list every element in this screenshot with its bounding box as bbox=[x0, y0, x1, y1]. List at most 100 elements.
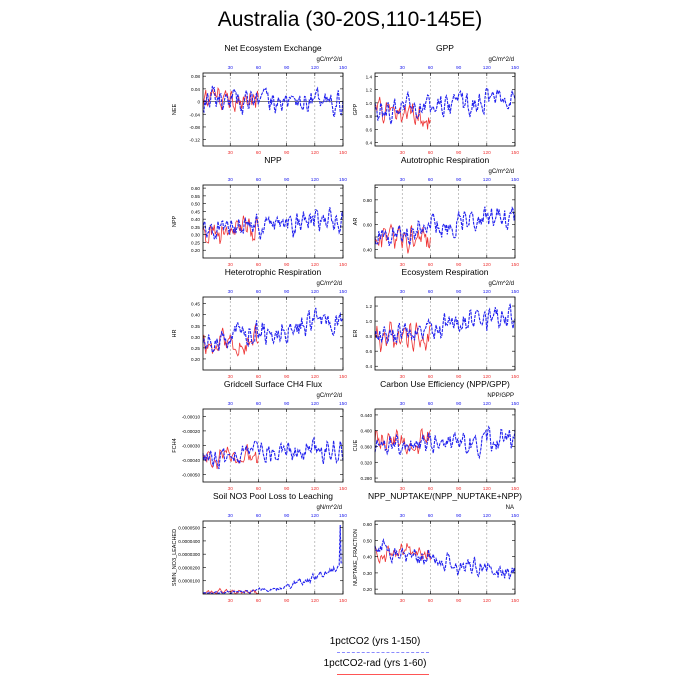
plot-2-series-1pctco2 bbox=[374, 86, 516, 125]
plot-4-xtick-label-bottom: 120 bbox=[483, 262, 491, 268]
plot-1-series-1pctco2 bbox=[202, 85, 344, 118]
plot-2-ytick-label: 0.8 bbox=[366, 114, 373, 119]
plot-6-ylabel: ER bbox=[353, 330, 359, 338]
plot-3-ytick-label: 0.40 bbox=[191, 217, 200, 222]
plot-6-xtick-label-bottom: 90 bbox=[456, 374, 462, 380]
plot-4-xtick-label-top: 30 bbox=[400, 177, 406, 183]
plot-6-xtick-label-top: 60 bbox=[428, 289, 434, 295]
plot-8-xtick-label-bottom: 30 bbox=[400, 486, 406, 492]
plot-10-frame bbox=[374, 520, 516, 595]
plot-3-xtick-label-bottom: 30 bbox=[228, 262, 234, 268]
plot-6-ytick-label: 1.2 bbox=[366, 304, 373, 309]
plot-7-ytick-label: -0.00020 bbox=[182, 429, 201, 434]
legend-label-1pctco2: 1pctCO2 (yrs 1-150) bbox=[329, 636, 421, 647]
plot-6-xtick-label-bottom: 60 bbox=[428, 374, 434, 380]
plot-9-xtick-label-top: 30 bbox=[228, 513, 234, 519]
plot-8-xtick-label-bottom: 60 bbox=[428, 486, 434, 492]
plot-5-frame bbox=[202, 296, 344, 371]
plot-4-xtick-label-top: 120 bbox=[483, 177, 491, 183]
plot-5-xtick-label-bottom: 60 bbox=[256, 374, 262, 380]
plot-8-xtick-label-bottom: 120 bbox=[483, 486, 491, 492]
plot-2-ytick-label: 1.2 bbox=[366, 88, 373, 93]
plot-10-xtick-label-top: 30 bbox=[400, 513, 406, 519]
plot-7-xtick-label-bottom: 30 bbox=[228, 486, 234, 492]
plot-4-ytick-label: 0.80 bbox=[363, 198, 372, 203]
plot-5-ytick-label: 0.20 bbox=[191, 357, 200, 362]
plot-9-ytick-label: 0.0000500 bbox=[178, 526, 200, 531]
plot-5-ylabel: HR bbox=[172, 330, 178, 338]
plot-9-xtick-label-top: 150 bbox=[339, 513, 347, 519]
plot-3-ytick-label: 0.20 bbox=[191, 248, 200, 253]
plot-9-xtick-label-bottom: 150 bbox=[339, 598, 347, 604]
plot-1-xtick-label-top: 150 bbox=[339, 65, 347, 71]
plot-2-xtick-label-top: 120 bbox=[483, 65, 491, 71]
plot-8-xtick-label-bottom: 90 bbox=[456, 486, 462, 492]
plot-3-xtick-label-bottom: 90 bbox=[284, 262, 290, 268]
plot-5-xtick-label-top: 150 bbox=[339, 289, 347, 295]
plot-2-ytick-label: 0.6 bbox=[366, 127, 373, 132]
plot-10-xtick-label-bottom: 120 bbox=[483, 598, 491, 604]
plot-7-xtick-label-bottom: 60 bbox=[256, 486, 262, 492]
plot-5-xtick-label-bottom: 30 bbox=[228, 374, 234, 380]
plot-10-ytick-label: 0.30 bbox=[363, 571, 372, 576]
plot-2-ytick-label: 0.4 bbox=[366, 141, 373, 146]
plot-8-xtick-label-top: 90 bbox=[456, 401, 462, 407]
plot-10-xtick-label-bottom: 30 bbox=[400, 598, 406, 604]
plot-6-ytick-label: 0.6 bbox=[366, 349, 373, 354]
plot-7-frame bbox=[202, 408, 344, 483]
plot-3-xtick-label-top: 150 bbox=[339, 177, 347, 183]
plot-1-ytick-label: -0.04 bbox=[190, 112, 201, 117]
plot-1-xtick-label-bottom: 90 bbox=[284, 150, 290, 156]
plot-10-ylabel: NUPTAKE_FRACTION bbox=[353, 529, 359, 586]
plot-4-ylabel: AR bbox=[353, 218, 359, 226]
plot-9-frame bbox=[202, 520, 344, 595]
plot-6-xtick-label-bottom: 150 bbox=[511, 374, 519, 380]
plot-9-xtick-label-top: 60 bbox=[256, 513, 262, 519]
plot-1-ytick-label: 0.04 bbox=[191, 87, 200, 92]
plot-4-series-1pctco2-rad bbox=[374, 223, 431, 254]
plot-2-series-1pctco2-rad bbox=[374, 96, 431, 130]
plot-5-ytick-label: 0.30 bbox=[191, 335, 200, 340]
plot-1-xtick-label-top: 30 bbox=[228, 65, 234, 71]
plot-3-ylabel: NPP bbox=[172, 216, 178, 228]
plot-3-xtick-label-bottom: 120 bbox=[311, 262, 319, 268]
plot-3-xtick-label-top: 90 bbox=[284, 177, 290, 183]
plot-8-series-1pctco2-rad bbox=[374, 427, 431, 455]
plot-2-frame bbox=[374, 72, 516, 147]
plot-6-ytick-label: 1.0 bbox=[366, 319, 373, 324]
plot-6-ytick-label: 0.8 bbox=[366, 334, 373, 339]
plot-7-xtick-label-top: 120 bbox=[311, 401, 319, 407]
plot-2-xtick-label-top: 30 bbox=[400, 65, 406, 71]
plot-8-xtick-label-top: 120 bbox=[483, 401, 491, 407]
plot-4-series-1pctco2 bbox=[374, 206, 516, 247]
plot-10-xtick-label-bottom: 150 bbox=[511, 598, 519, 604]
plot-9-xtick-label-top: 120 bbox=[311, 513, 319, 519]
plot-6-title: Ecosystem Respiration bbox=[402, 267, 489, 277]
plot-3-ytick-label: 0.50 bbox=[191, 202, 200, 207]
plot-2-xtick-label-bottom: 90 bbox=[456, 150, 462, 156]
plot-7-xtick-label-bottom: 90 bbox=[284, 486, 290, 492]
plot-7-xtick-label-bottom: 120 bbox=[311, 486, 319, 492]
plot-8-title: Carbon Use Efficiency (NPP/GPP) bbox=[380, 379, 510, 389]
plot-2-ylabel: GPP bbox=[353, 103, 359, 115]
plot-6-xtick-label-top: 30 bbox=[400, 289, 406, 295]
plot-9-ytick-label: 0.0000400 bbox=[178, 539, 200, 544]
plot-10-xtick-label-top: 60 bbox=[428, 513, 434, 519]
plot-1-xtick-label-top: 60 bbox=[256, 65, 262, 71]
plot-1-frame bbox=[202, 72, 344, 147]
plot-7-xtick-label-top: 90 bbox=[284, 401, 290, 407]
plot-8-ytick-label: 0.400 bbox=[361, 429, 373, 434]
plot-9-xtick-label-bottom: 90 bbox=[284, 598, 290, 604]
plot-5-ytick-label: 0.25 bbox=[191, 346, 200, 351]
plot-7-ytick-label: -0.00050 bbox=[182, 473, 201, 478]
plot-3-ytick-label: 0.30 bbox=[191, 233, 200, 238]
plot-9-xtick-label-bottom: 60 bbox=[256, 598, 262, 604]
plot-4-frame bbox=[374, 184, 516, 259]
plot-6-xtick-label-top: 90 bbox=[456, 289, 462, 295]
plot-1-xtick-label-bottom: 60 bbox=[256, 150, 262, 156]
plot-5-series-1pctco2 bbox=[202, 307, 344, 354]
plot-5-ytick-label: 0.35 bbox=[191, 324, 200, 329]
plot-2-units: gC/m^2/d bbox=[489, 57, 515, 63]
plot-1-ytick-label: -0.08 bbox=[190, 125, 201, 130]
